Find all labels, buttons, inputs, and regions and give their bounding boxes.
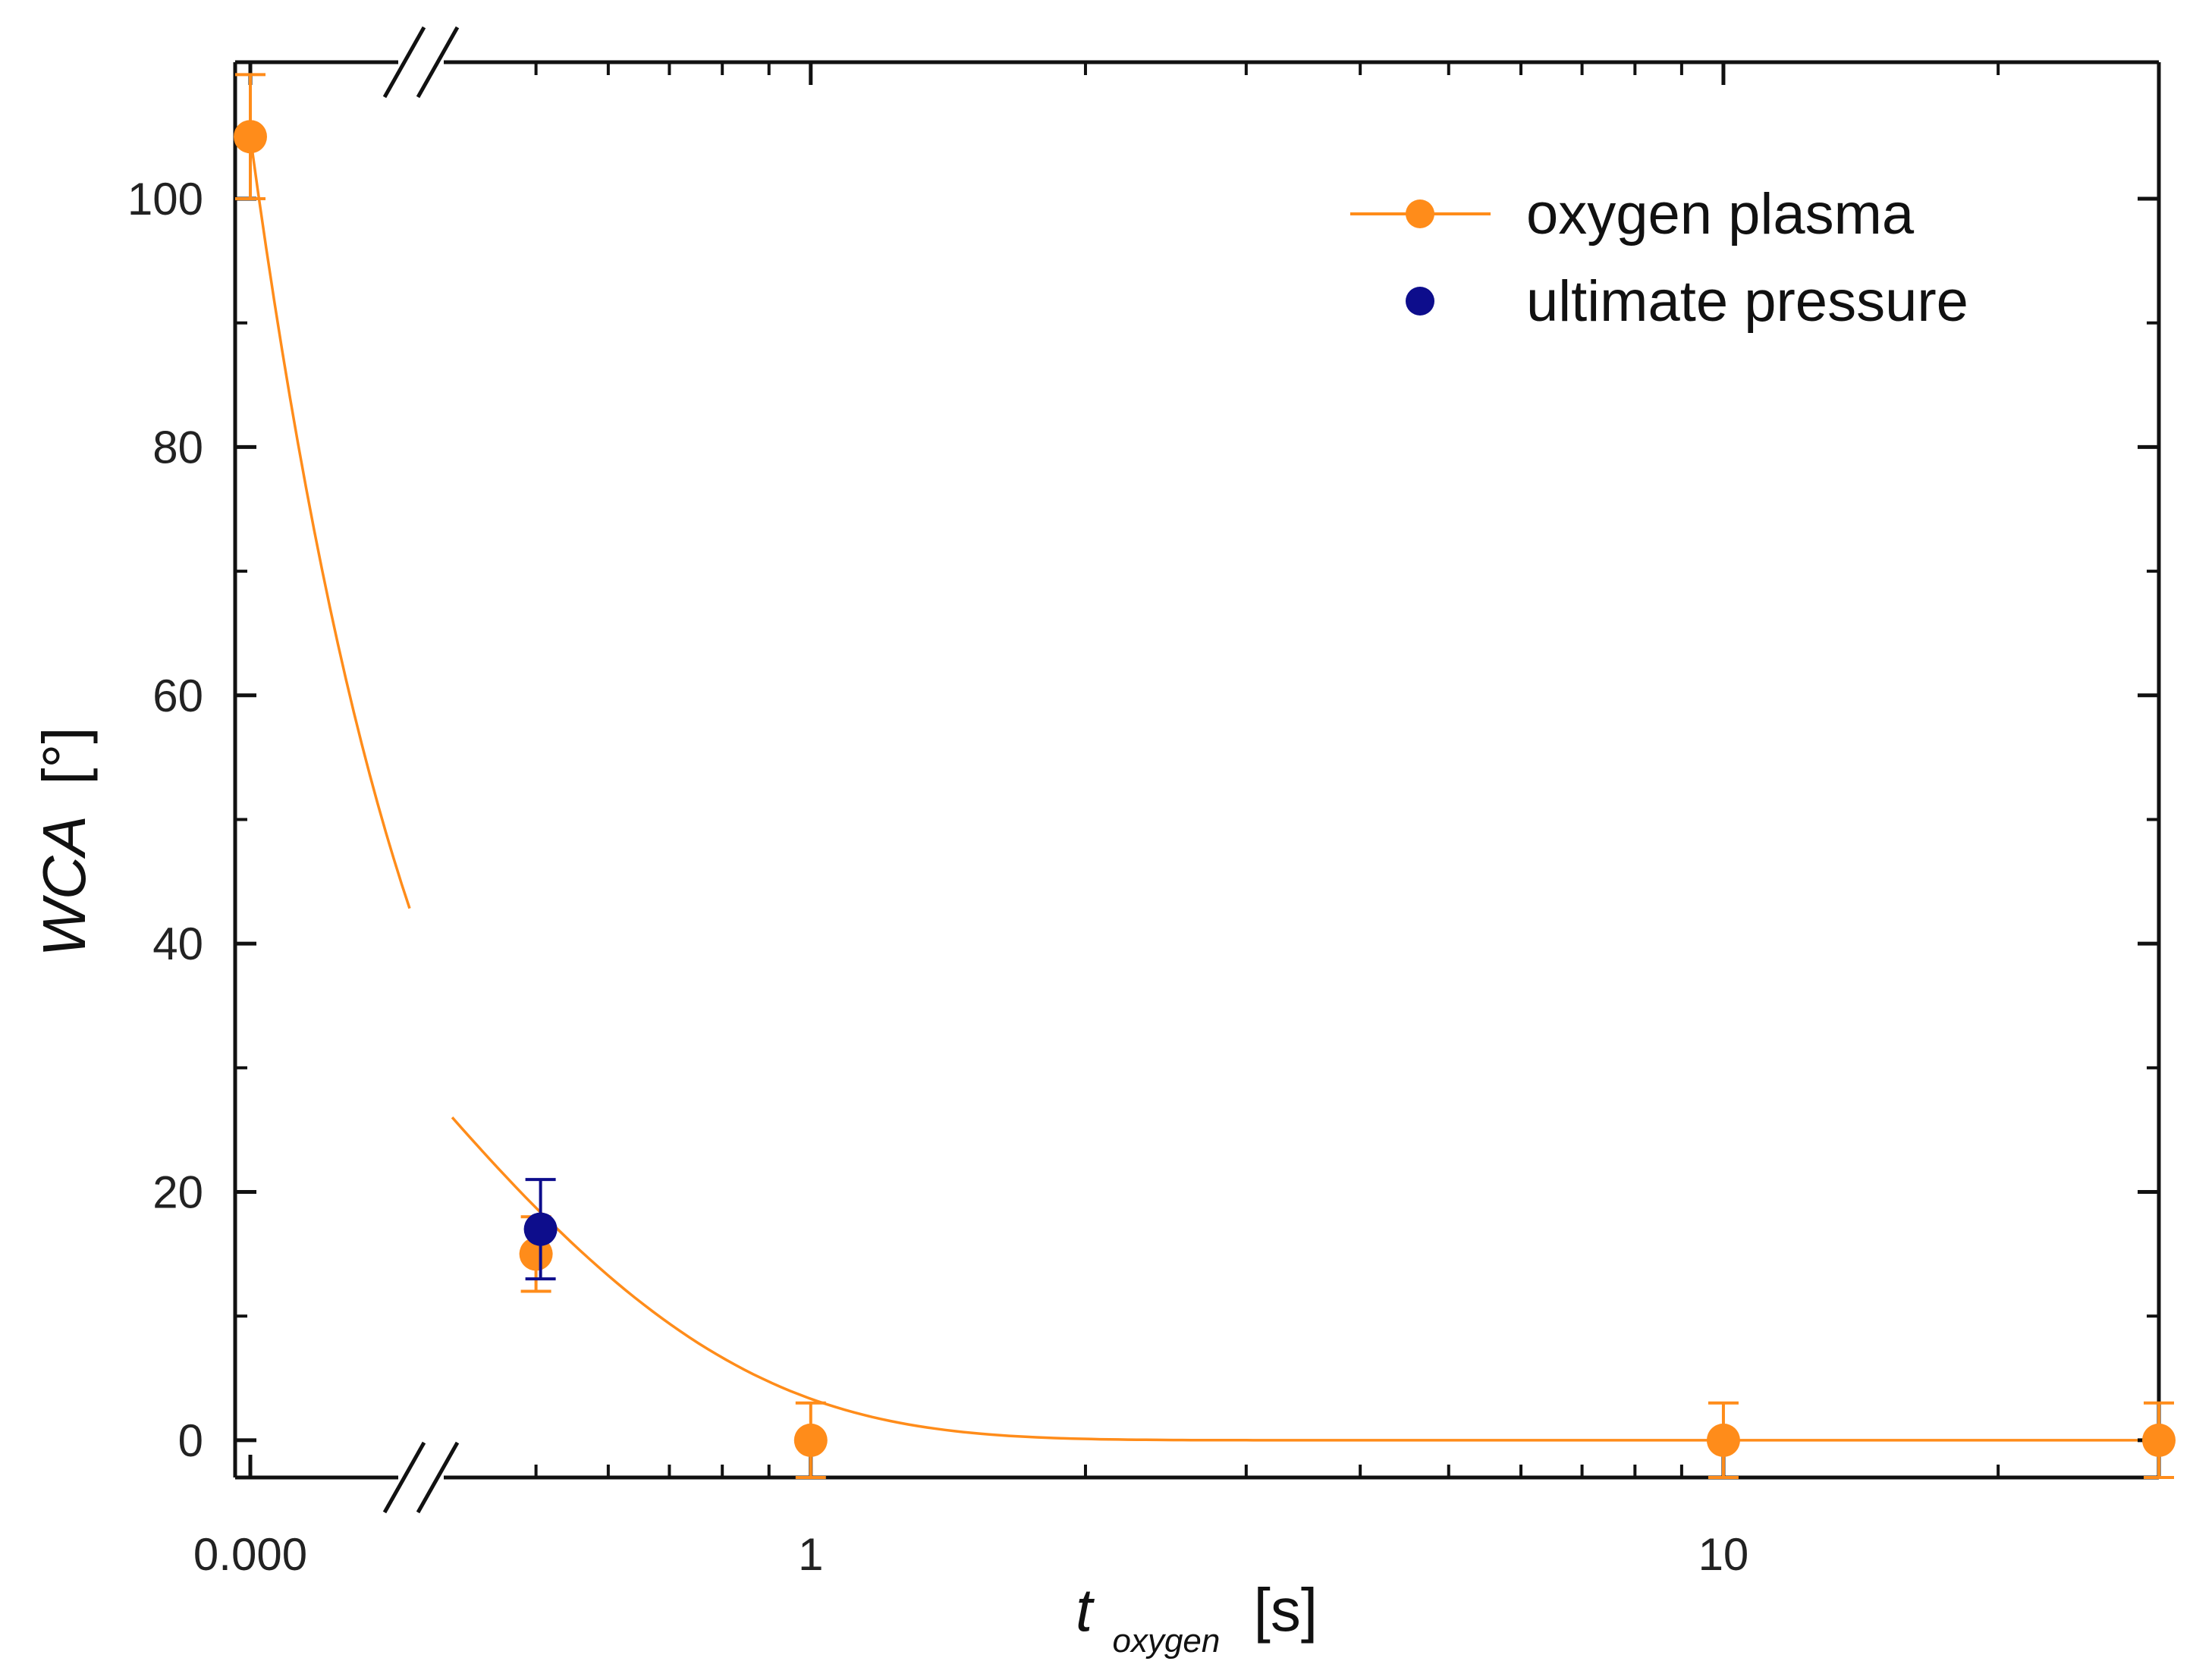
fit-curve-segment-pre-break <box>249 136 411 909</box>
y-axis-title-unit: [°] <box>30 727 98 784</box>
y-tick-label: 0 <box>178 1415 203 1466</box>
axis-break-mark-bottom-0 <box>382 1441 426 1514</box>
legend: oxygen plasma ultimate pressure <box>1350 182 1968 334</box>
oxygen-plasma-point-3 <box>1706 1423 1740 1457</box>
points-layer <box>234 73 2176 1479</box>
y-tick-label: 40 <box>152 919 203 969</box>
fit-curve-segment-log <box>451 1116 2159 1442</box>
legend-ultimate-label: ultimate pressure <box>1526 269 1968 334</box>
fit-curve-layer <box>249 136 2159 1442</box>
y-tick-label: 60 <box>152 670 203 721</box>
x-axis-title-unit: [s] <box>1254 1576 1318 1644</box>
oxygen-plasma-point-0 <box>234 120 267 154</box>
x-axis-title: t oxygen [s] <box>1076 1576 1318 1665</box>
ticks-layer: 0 20 40 60 80 100 0.000 1 10 <box>127 62 2160 1580</box>
ultimate-pressure-point-0 <box>523 1212 558 1246</box>
x-axis-title-subscript: oxygen <box>1112 1622 1220 1660</box>
y-axis-title-main: WCA <box>30 815 98 957</box>
legend-ultimate-marker <box>1406 287 1434 316</box>
y-axis-title: WCA [°] <box>30 727 98 956</box>
y-tick-label: 80 <box>152 422 203 473</box>
x-tick-label: 10 <box>1698 1529 1749 1580</box>
legend-oxygen-marker <box>1406 199 1434 228</box>
legend-oxygen-label: oxygen plasma <box>1526 182 1915 247</box>
oxygen-plasma-point-1 <box>519 1237 553 1271</box>
x-tick-label: 1 <box>798 1529 823 1580</box>
axis-break-mark-top-0 <box>382 26 426 99</box>
oxygen-plasma-point-2 <box>793 1423 828 1457</box>
axis-break-mark-bottom-1 <box>416 1441 460 1514</box>
axis-break-mark-top-1 <box>416 26 460 99</box>
y-tick-label: 20 <box>152 1167 203 1218</box>
y-tick-label: 100 <box>127 174 203 225</box>
x-tick-label: 0.000 <box>193 1529 307 1580</box>
oxygen-plasma-point-4 <box>2142 1423 2176 1457</box>
axes-layer <box>233 26 2161 1514</box>
x-axis-title-main: t <box>1076 1576 1095 1644</box>
